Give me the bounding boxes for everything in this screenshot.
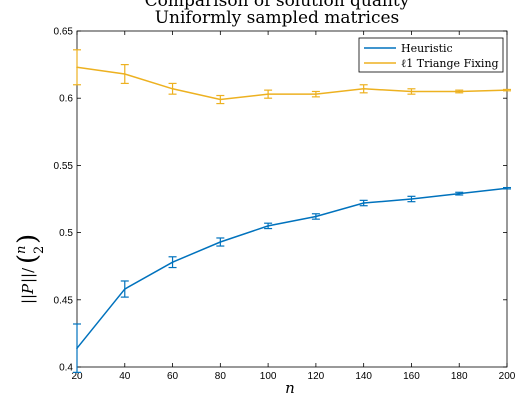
data-point (267, 93, 269, 95)
series-1 (73, 49, 511, 105)
x-tick-label: 60 (167, 371, 179, 382)
legend-box (358, 37, 504, 73)
chart-title: Uniformly sampled matrices (155, 8, 400, 28)
data-point (506, 187, 508, 190)
svg-text:2: 2 (32, 246, 47, 254)
axis-ticks: 20 40 60 80 100 120 140 160 180 200 0.4 0.45 0.5 0.55… (54, 27, 516, 383)
x-tick-label: 40 (119, 371, 131, 382)
data-point (267, 225, 269, 227)
svg-text:(: ( (13, 254, 43, 264)
legend-label-triangle-fixing: ℓ1 Triange Fixing (401, 57, 499, 70)
data-point (506, 89, 508, 91)
data-point (123, 73, 126, 75)
data-point (315, 215, 317, 218)
data-point (171, 87, 174, 90)
plot-area (76, 30, 508, 368)
data-point (362, 87, 365, 90)
data-point (362, 202, 365, 204)
series-line (76, 66, 508, 101)
data-point (458, 192, 461, 195)
svg-text:||: || (19, 294, 37, 304)
x-tick-label: 200 (499, 371, 516, 382)
series-layer (73, 49, 511, 373)
y-tick-label: 0.6 (59, 94, 73, 105)
x-tick-label: 180 (451, 371, 468, 382)
plot-border (76, 30, 508, 368)
y-tick-label: 0.45 (54, 295, 74, 306)
x-tick-label: 120 (308, 371, 325, 382)
chart-title-partial: Comparison of solution quality (145, 0, 410, 11)
svg-text:||/: ||/ (19, 267, 37, 283)
x-tick-label: 20 (71, 371, 83, 382)
svg-text:P: P (19, 283, 37, 295)
series-line (76, 187, 508, 349)
x-tick-label: 140 (355, 371, 372, 382)
data-point (410, 198, 413, 200)
data-point (458, 90, 461, 93)
x-tick-label: 100 (260, 371, 277, 382)
x-axis-label: n (285, 379, 295, 397)
y-tick-label: 0.5 (59, 228, 73, 239)
data-point (315, 93, 317, 95)
data-point (171, 261, 174, 263)
data-point (219, 241, 222, 243)
data-point (76, 347, 78, 349)
series-0 (73, 186, 511, 373)
svg-text:): ) (13, 234, 43, 244)
y-tick-label: 0.65 (54, 27, 74, 38)
legend-label-heuristic: Heuristic (401, 42, 453, 55)
y-tick-label: 0.55 (54, 161, 74, 172)
legend: Heuristic ℓ1 Triange Fixing (358, 37, 504, 73)
data-point (219, 98, 222, 101)
data-point (410, 90, 413, 93)
data-point (123, 288, 126, 290)
y-axis-label: || P ||/ ( n 2 ) (13, 234, 47, 304)
data-point (76, 66, 78, 69)
y-tick-label: 0.4 (59, 363, 73, 374)
x-tick-label: 160 (403, 371, 420, 382)
x-tick-label: 80 (215, 371, 227, 382)
svg-text:n: n (14, 246, 29, 254)
